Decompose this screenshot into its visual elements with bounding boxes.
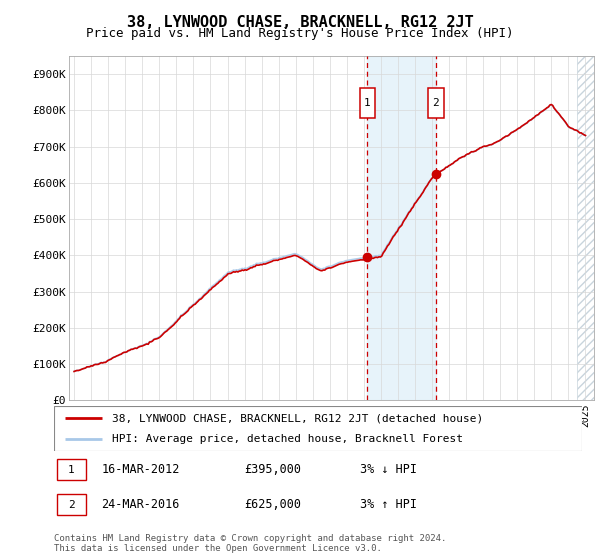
Text: 1: 1 (68, 465, 74, 475)
FancyBboxPatch shape (54, 406, 582, 451)
Text: HPI: Average price, detached house, Bracknell Forest: HPI: Average price, detached house, Brac… (112, 433, 463, 444)
Text: £625,000: £625,000 (244, 498, 301, 511)
Text: 24-MAR-2016: 24-MAR-2016 (101, 498, 180, 511)
Text: 2: 2 (433, 98, 439, 108)
Text: 38, LYNWOOD CHASE, BRACKNELL, RG12 2JT (detached house): 38, LYNWOOD CHASE, BRACKNELL, RG12 2JT (… (112, 413, 484, 423)
Text: Price paid vs. HM Land Registry's House Price Index (HPI): Price paid vs. HM Land Registry's House … (86, 27, 514, 40)
FancyBboxPatch shape (360, 88, 375, 118)
Bar (577, 56, 599, 400)
FancyBboxPatch shape (428, 88, 443, 118)
Text: 1: 1 (364, 98, 371, 108)
FancyBboxPatch shape (56, 494, 86, 515)
Text: 38, LYNWOOD CHASE, BRACKNELL, RG12 2JT: 38, LYNWOOD CHASE, BRACKNELL, RG12 2JT (127, 15, 473, 30)
Text: 16-MAR-2012: 16-MAR-2012 (101, 463, 180, 476)
Text: £395,000: £395,000 (244, 463, 301, 476)
Bar (577, 56, 599, 400)
Bar (367, 56, 436, 400)
Text: Contains HM Land Registry data © Crown copyright and database right 2024.
This d: Contains HM Land Registry data © Crown c… (54, 534, 446, 553)
Text: 3% ↓ HPI: 3% ↓ HPI (360, 463, 417, 476)
Text: 2: 2 (68, 500, 74, 510)
Text: 3% ↑ HPI: 3% ↑ HPI (360, 498, 417, 511)
FancyBboxPatch shape (56, 459, 86, 480)
